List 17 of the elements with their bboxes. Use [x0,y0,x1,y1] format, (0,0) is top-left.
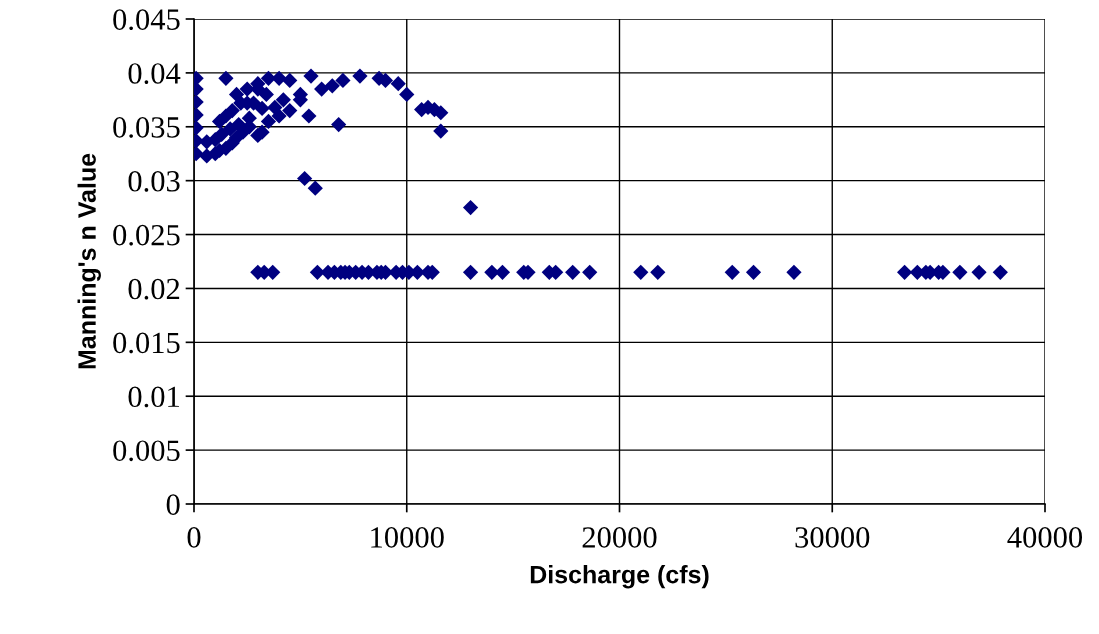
y-tick-label: 0.045 [113,9,180,31]
y-tick-label: 0.02 [128,278,180,300]
y-tick-label: 0.015 [113,332,180,354]
y-tick-label: 0.025 [113,224,180,246]
y-tick-label: 0.01 [128,386,179,408]
y-tick-label: 0.03 [128,170,180,192]
y-axis-title: Manning's n Value [77,153,101,369]
y-tick-label: 0.005 [113,440,180,462]
x-axis-title: Discharge (cfs) [530,565,709,589]
y-tick-label: 0.035 [113,117,180,138]
x-tick-label: 30000 [795,527,870,548]
y-tick-label: 0 [166,494,180,515]
x-tick-label: 0 [187,527,201,548]
x-tick-label: 20000 [582,527,657,548]
x-tick-label: 40000 [1007,527,1083,548]
x-tick-label: 10000 [371,527,444,548]
y-tick-label: 0.04 [128,63,181,84]
